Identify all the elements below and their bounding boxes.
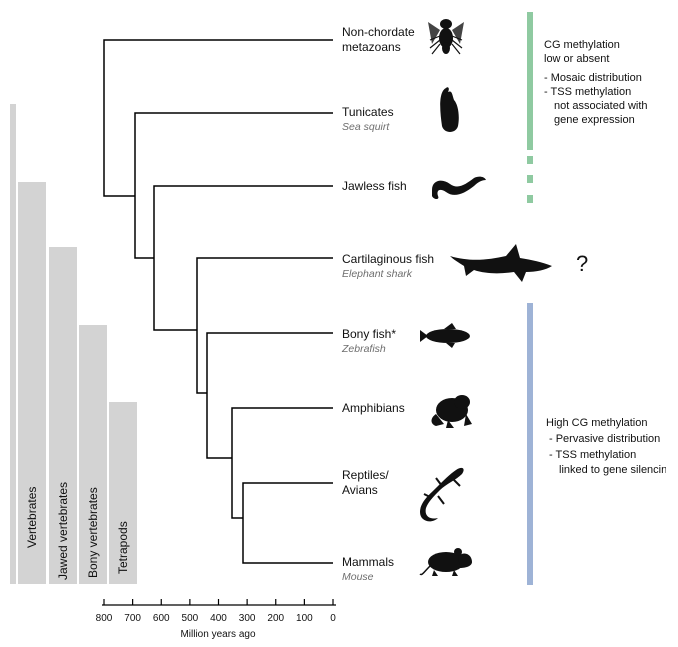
high-methylation-bar bbox=[527, 303, 533, 585]
clade-bar-jawed-vertebrates: Jawed vertebrates bbox=[49, 247, 77, 584]
clade-bar-bony-vertebrates: Bony vertebrates bbox=[79, 325, 107, 584]
axis-tick-label: 800 bbox=[96, 613, 113, 624]
annotation-line: - TSS methylation bbox=[544, 86, 631, 98]
branch-bony-split bbox=[206, 332, 333, 459]
clade-bar-vertebrates: Vertebrates bbox=[18, 182, 46, 584]
clade-label-vertebrates: Vertebrates bbox=[25, 487, 39, 548]
taxon-name-line1: Non-chordate bbox=[342, 25, 415, 39]
axis-tick-label: 300 bbox=[239, 613, 256, 624]
lamprey-icon bbox=[432, 176, 486, 199]
unknown-methylation-mark: ? bbox=[576, 251, 588, 276]
mouse-icon bbox=[419, 548, 472, 576]
taxon-species: Elephant shark bbox=[342, 268, 413, 280]
clade-bar-jawed-vertebrates-fill bbox=[49, 247, 77, 584]
low-methylation-bar bbox=[527, 12, 533, 150]
high-methylation-group: High CG methylation - Pervasive distribu… bbox=[527, 303, 673, 585]
taxon-mammals: Mammals Mouse bbox=[342, 555, 394, 583]
low-methylation-dash bbox=[527, 175, 533, 183]
annotation-line: - Pervasive distribution bbox=[549, 433, 660, 445]
taxon-name-line2: metazoans bbox=[342, 40, 401, 54]
axis-tick-label: 200 bbox=[267, 613, 284, 624]
high-methylation-text: High CG methylation - Pervasive distribu… bbox=[546, 417, 673, 476]
phylogenetic-tree bbox=[103, 39, 333, 564]
taxon-name: Mammals bbox=[342, 555, 394, 569]
axis-ticks: 800 700 600 500 400 300 200 100 0 bbox=[96, 599, 336, 624]
clade-label-jawed-vertebrates: Jawed vertebrates bbox=[56, 482, 70, 580]
clade-bar-outgroup bbox=[10, 104, 16, 584]
low-methylation-dash bbox=[527, 195, 533, 203]
taxon-tunicates: Tunicates Sea squirt bbox=[342, 105, 394, 133]
organism-silhouettes bbox=[419, 19, 552, 576]
annotation-line: linked to gene silencing bbox=[559, 464, 673, 476]
taxon-cartilaginous-fish: Cartilaginous fish Elephant shark bbox=[342, 252, 434, 280]
annotation-line: - Mosaic distribution bbox=[544, 72, 642, 84]
branch-amniote-split bbox=[242, 482, 333, 564]
axis-tick-label: 100 bbox=[296, 613, 313, 624]
clade-bars: Vertebrates Jawed vertebrates Bony verte… bbox=[10, 104, 137, 584]
taxon-species: Zebrafish bbox=[341, 343, 386, 355]
taxon-species: Mouse bbox=[342, 571, 374, 583]
annotation-line: gene expression bbox=[554, 114, 635, 126]
branch-tetrapod-split bbox=[231, 407, 333, 519]
clade-bar-tetrapods-fill bbox=[109, 402, 137, 584]
taxon-bony-fish: Bony fish* Zebrafish bbox=[341, 327, 396, 355]
taxon-name: Tunicates bbox=[342, 105, 394, 119]
clade-bar-vertebrates-fill bbox=[18, 182, 46, 584]
annotation-line: low or absent bbox=[544, 53, 609, 65]
taxon-reptiles-avians: Reptiles/ Avians bbox=[342, 468, 389, 497]
taxon-name: Cartilaginous fish bbox=[342, 252, 434, 266]
taxon-name-line1: Reptiles/ bbox=[342, 468, 389, 482]
taxa-labels: Non-chordate metazoans Tunicates Sea squ… bbox=[341, 25, 434, 583]
shark-icon bbox=[450, 244, 552, 282]
branch-root bbox=[103, 39, 333, 197]
taxon-species: Sea squirt bbox=[342, 121, 390, 133]
axis-tick-label: 400 bbox=[210, 613, 227, 624]
clade-bar-tetrapods: Tetrapods bbox=[109, 402, 137, 584]
zebrafish-icon bbox=[420, 323, 470, 348]
taxon-jawless-fish: Jawless fish bbox=[342, 179, 407, 193]
low-methylation-text: CG methylation low or absent - Mosaic di… bbox=[544, 39, 648, 126]
low-methylation-group: CG methylation low or absent - Mosaic di… bbox=[527, 12, 648, 203]
methylation-annotations: CG methylation low or absent - Mosaic di… bbox=[527, 12, 673, 585]
annotation-line: High CG methylation bbox=[546, 417, 648, 429]
branch-jawless-split bbox=[153, 185, 333, 331]
low-methylation-dash bbox=[527, 156, 533, 164]
taxon-amphibians: Amphibians bbox=[342, 401, 405, 415]
annotation-line: CG methylation bbox=[544, 39, 620, 51]
time-axis: 800 700 600 500 400 300 200 100 0 Million years … bbox=[96, 599, 336, 640]
taxon-name-line2: Avians bbox=[342, 483, 378, 497]
taxon-non-chordate: Non-chordate metazoans bbox=[342, 25, 415, 54]
taxon-name: Bony fish* bbox=[342, 327, 396, 341]
lizard-icon bbox=[420, 467, 464, 522]
clade-bar-bony-vertebrates-fill bbox=[79, 325, 107, 584]
clade-label-bony-vertebrates: Bony vertebrates bbox=[86, 487, 100, 578]
axis-label: Million years ago bbox=[180, 629, 255, 640]
axis-tick-label: 0 bbox=[330, 613, 336, 624]
branch-jawed-split bbox=[196, 257, 333, 394]
clade-label-tetrapods: Tetrapods bbox=[116, 521, 130, 574]
axis-tick-label: 700 bbox=[124, 613, 141, 624]
frog-icon bbox=[431, 395, 472, 428]
axis-tick-label: 500 bbox=[182, 613, 199, 624]
annotation-line: - TSS methylation bbox=[549, 449, 636, 461]
sea-squirt-icon bbox=[440, 87, 459, 132]
taxon-name: Amphibians bbox=[342, 401, 405, 415]
taxon-name: Jawless fish bbox=[342, 179, 407, 193]
branch-tunicate-split bbox=[134, 112, 333, 259]
axis-tick-label: 600 bbox=[153, 613, 170, 624]
fly-icon bbox=[428, 19, 464, 55]
annotation-line: not associated with bbox=[554, 100, 648, 112]
